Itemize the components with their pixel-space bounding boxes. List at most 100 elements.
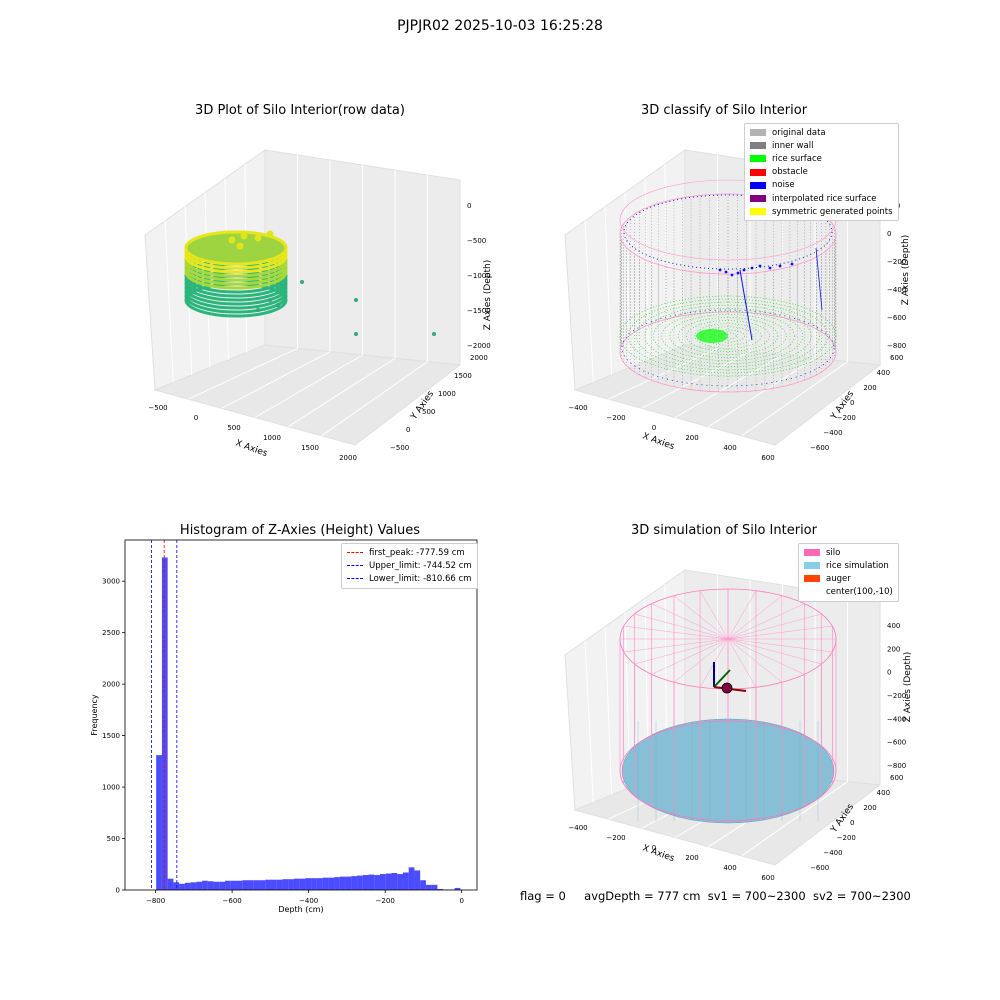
x-tick-label: −400 <box>568 404 587 412</box>
raw-outlier-point <box>354 332 358 336</box>
simulation-auger <box>713 662 747 694</box>
sim-silo-spoke <box>623 638 729 653</box>
z-tick-label: −200 <box>887 692 906 700</box>
histogram-bar <box>179 883 185 890</box>
legend-swatch <box>804 589 820 596</box>
legend-entry: Lower_limit: -810.66 cm <box>347 572 472 585</box>
y-tick-label: 400 <box>877 369 890 377</box>
classify-silo-top <box>619 193 837 275</box>
raw-outlier-point <box>432 332 436 336</box>
z-tick-label: 0 <box>887 230 891 238</box>
y-tick-label: 2500 <box>102 629 120 637</box>
histogram-bar <box>288 879 294 890</box>
z-tick-label: −1000 <box>467 272 491 280</box>
simulation-ticks: −400−2000200400600−600−400−2000200400600… <box>568 622 906 880</box>
z-tick-label: 0 <box>467 202 471 210</box>
classify-rice-ring <box>669 314 787 358</box>
sv1-text: sv1 = 700~2300 <box>707 889 806 903</box>
y-tick-label: 1000 <box>438 390 456 398</box>
grid-line <box>321 361 428 437</box>
x-tick-label: 1000 <box>263 434 281 442</box>
legend-entry: silo <box>804 546 893 559</box>
legend-label: auger <box>826 573 851 584</box>
histogram-ticks: −800 −600 −400 −200 0 0 500 1000 1500 2000 2500 300… <box>102 578 464 905</box>
x-tick-label: −500 <box>148 404 167 412</box>
histogram-bar <box>184 882 191 890</box>
legend-entry: center(100,-10) <box>804 586 893 599</box>
classify-noise-point <box>724 270 728 274</box>
x-tick-label: 400 <box>723 444 736 452</box>
grid-line <box>288 357 396 428</box>
histogram-title: Histogram of Z-Axies (Height) Values <box>179 523 421 538</box>
x-tick-label: 0 <box>459 897 463 905</box>
x-tick-label: −600 <box>223 897 242 905</box>
classify-noise-point <box>778 264 782 268</box>
raw-plot-title: 3D Plot of Silo Interior(row data) <box>195 103 405 118</box>
y-tick-label: 0 <box>850 399 854 407</box>
histogram-bar <box>374 875 381 890</box>
histogram-bar <box>345 876 352 890</box>
y-tick-label: 2000 <box>470 354 488 362</box>
legend-entry: inner wall <box>750 139 893 152</box>
raw-outlier-point <box>276 303 280 307</box>
grid-line <box>584 220 594 383</box>
y-tick-label: 2000 <box>102 681 120 689</box>
legend-line <box>347 565 363 567</box>
grid-line <box>221 351 331 409</box>
classify-noise-point <box>730 273 734 277</box>
sv2-text: sv2 = 700~2300 <box>812 889 911 903</box>
x-tick-label: −400 <box>568 824 587 832</box>
z-tick-label: 400 <box>887 622 900 630</box>
x-tick-label: 0 <box>652 844 656 852</box>
classify-rice-ring <box>677 317 779 355</box>
legend-label: Lower_limit: -810.66 cm <box>369 573 472 584</box>
histogram-bar <box>454 887 461 890</box>
histogram-bar <box>270 879 277 890</box>
z-tick-label: −200 <box>887 258 906 266</box>
z-tick-label: −800 <box>887 342 906 350</box>
y-tick-label: −500 <box>390 444 409 452</box>
histogram-bar <box>225 880 231 890</box>
histogram-bar <box>414 870 421 890</box>
legend-label: inner wall <box>772 140 814 151</box>
sim-silo-spoke <box>727 595 783 640</box>
simulation-plot-title: 3D simulation of Silo Interior <box>631 523 817 538</box>
classify-noise-line <box>739 269 753 341</box>
sim-silo-spoke <box>634 638 729 665</box>
raw-cluster-point <box>254 234 262 242</box>
y-tick-label: 400 <box>877 789 890 797</box>
sim-silo-spoke <box>651 638 729 675</box>
sim-silo-spoke <box>673 638 729 683</box>
histogram-bar <box>230 880 237 890</box>
histogram-bar <box>242 880 249 890</box>
raw-3d-plot: −500 0 500 1000 1500 2000 −500 0 500 1000 1500 2000… <box>144 149 493 460</box>
histogram-bar <box>391 873 398 890</box>
legend-entry: obstacle <box>750 166 893 179</box>
simulation-xlabel: X Axies <box>641 843 676 864</box>
histogram-bar <box>213 881 220 890</box>
grid-line <box>584 640 594 803</box>
x-tick-label: 200 <box>685 854 698 862</box>
y-tick-label: 500 <box>107 835 120 843</box>
histogram-bar <box>368 874 375 890</box>
z-tick-label: −600 <box>887 314 906 322</box>
histogram-bar <box>207 881 214 890</box>
sim-silo-spoke <box>727 638 805 675</box>
grid-line <box>644 178 649 361</box>
classify-noise-point <box>758 264 762 268</box>
simulation-zlabel: Z Axies (Depth) <box>903 652 913 723</box>
classify-3d-plot: −400−2000200400600−600−400−2000200400600… <box>564 149 911 462</box>
y-tick-label: 0 <box>116 887 120 895</box>
histogram-bar <box>362 875 369 890</box>
classify-zlabel: Z Axies (Depth) <box>901 235 911 306</box>
x-tick-label: 0 <box>652 424 656 432</box>
histogram-bar <box>265 879 271 890</box>
histogram-bars <box>156 557 461 890</box>
legend-entry: Upper_limit: -744.52 cm <box>347 559 472 572</box>
classify-plot-title: 3D classify of Silo Interior <box>640 103 808 118</box>
histogram-plot: −800 −600 −400 −200 0 0 500 1000 1500 2000 2500 300… <box>90 539 478 914</box>
classify-rice-ring <box>627 298 829 374</box>
figure-title: PJPJR02 2025-10-03 16:25:28 <box>397 18 603 34</box>
histogram-xlabel: Depth (cm) <box>278 905 323 914</box>
y-tick-label: −200 <box>837 834 856 842</box>
